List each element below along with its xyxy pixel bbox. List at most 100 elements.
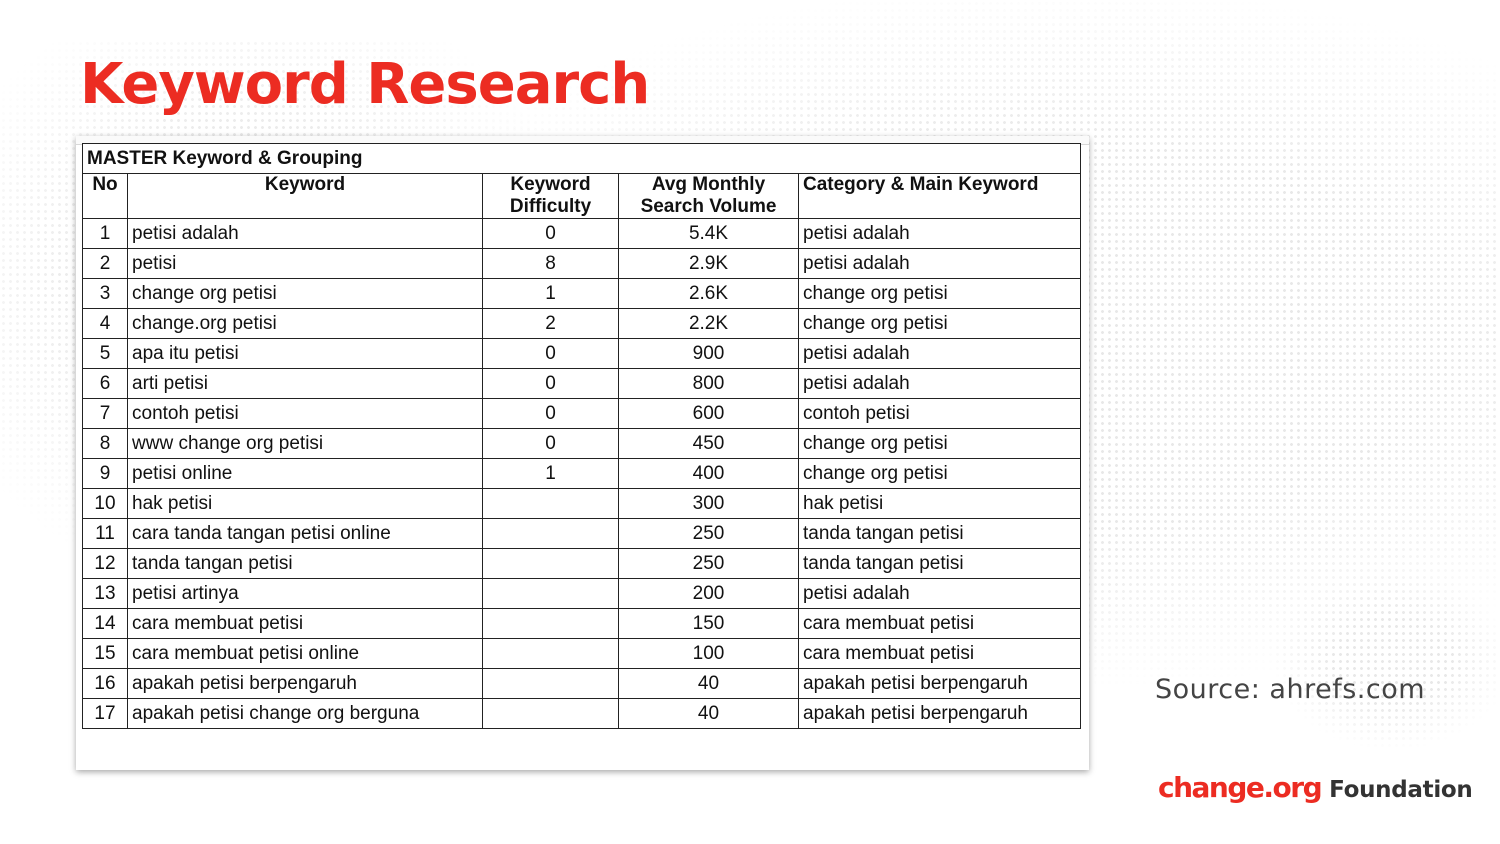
cell-no: 15 [82,638,128,669]
cell-no: 2 [82,248,128,279]
cell-keyword: change org petisi [127,278,483,309]
world-map-background-australia [1260,560,1500,760]
cell-volume: 150 [618,608,799,639]
cell-difficulty [482,638,619,669]
cell-volume: 5.4K [618,218,799,249]
cell-difficulty: 2 [482,308,619,339]
cell-no: 9 [82,458,128,489]
cell-keyword: cara membuat petisi [127,608,483,639]
table-row: 1 petisi adalah 0 5.4K petisi adalah [82,218,1081,249]
cell-category: tanda tangan petisi [798,548,1081,579]
table-row: 3 change org petisi 1 2.6K change org petisi [82,278,1081,309]
cell-volume: 250 [618,548,799,579]
cell-no: 1 [82,218,128,249]
brand-logo: change.org Foundation [1158,771,1473,804]
table-row: 4 change.org petisi 2 2.2K change org petisi [82,308,1081,339]
table-row: 17 apakah petisi change org berguna 40 apak… [82,698,1081,729]
cell-difficulty: 1 [482,278,619,309]
table-row: 8 www change org petisi 0 450 change org pet… [82,428,1081,459]
cell-no: 4 [82,308,128,339]
cell-no: 6 [82,368,128,399]
cell-category: petisi adalah [798,338,1081,369]
table-row: 13 petisi artinya 200 petisi adalah [82,578,1081,609]
table-body: 1 petisi adalah 0 5.4K petisi adalah 2 petisi 8… [82,218,1081,729]
cell-volume: 300 [618,488,799,519]
header-difficulty: Keyword Difficulty [482,173,619,219]
cell-difficulty [482,698,619,729]
cell-category: cara membuat petisi [798,608,1081,639]
cell-keyword: contoh petisi [127,398,483,429]
cell-volume: 600 [618,398,799,429]
cell-category: tanda tangan petisi [798,518,1081,549]
cell-difficulty: 8 [482,248,619,279]
source-note: Source: ahrefs.com [1155,674,1426,705]
cell-category: change org petisi [798,458,1081,489]
header-category: Category & Main Keyword [798,173,1081,219]
cell-keyword: www change org petisi [127,428,483,459]
logo-foundation: Foundation [1329,777,1473,803]
cell-category: petisi adalah [798,218,1081,249]
cell-volume: 900 [618,338,799,369]
header-volume-line1: Avg Monthly [651,174,766,196]
cell-difficulty [482,518,619,549]
cell-keyword: arti petisi [127,368,483,399]
cell-volume: 250 [618,518,799,549]
cell-difficulty [482,488,619,519]
cell-difficulty [482,608,619,639]
cell-keyword: tanda tangan petisi [127,548,483,579]
table-row: 10 hak petisi 300 hak petisi [82,488,1081,519]
cell-no: 10 [82,488,128,519]
cell-difficulty: 0 [482,338,619,369]
cell-category: petisi adalah [798,578,1081,609]
cell-difficulty [482,578,619,609]
cell-keyword: cara membuat petisi online [127,638,483,669]
cell-keyword: petisi artinya [127,578,483,609]
spreadsheet-screenshot: MASTER Keyword & Grouping No Keyword Key… [76,136,1089,770]
cell-keyword: petisi online [127,458,483,489]
cell-volume: 400 [618,458,799,489]
table-row: 14 cara membuat petisi 150 cara membuat pet… [82,608,1081,639]
cell-keyword: apakah petisi berpengaruh [127,668,483,699]
keyword-table: MASTER Keyword & Grouping No Keyword Key… [82,143,1081,729]
table-row: 16 apakah petisi berpengaruh 40 apakah peti… [82,668,1081,699]
table-row: 11 cara tanda tangan petisi online 250 tand… [82,518,1081,549]
table-row: 6 arti petisi 0 800 petisi adalah [82,368,1081,399]
cell-volume: 40 [618,668,799,699]
table-header-row: No Keyword Keyword Difficulty Avg Monthl… [82,173,1081,219]
cell-no: 11 [82,518,128,549]
cell-category: apakah petisi berpengaruh [798,668,1081,699]
cell-volume: 2.2K [618,308,799,339]
cell-volume: 450 [618,428,799,459]
header-volume-line2: Search Volume [640,196,777,217]
cell-volume: 40 [618,698,799,729]
cell-no: 3 [82,278,128,309]
table-row: 2 petisi 8 2.9K petisi adalah [82,248,1081,279]
cell-no: 8 [82,428,128,459]
table-row: 15 cara membuat petisi online 100 cara memb… [82,638,1081,669]
table-row: 5 apa itu petisi 0 900 petisi adalah [82,338,1081,369]
cell-keyword: hak petisi [127,488,483,519]
cell-category: change org petisi [798,278,1081,309]
logo-wordmark: change.org [1158,771,1323,804]
cell-no: 12 [82,548,128,579]
cell-difficulty: 0 [482,218,619,249]
cell-volume: 100 [618,638,799,669]
table-row: 7 contoh petisi 0 600 contoh petisi [82,398,1081,429]
table-row: 9 petisi online 1 400 change org petisi [82,458,1081,489]
cell-keyword: cara tanda tangan petisi online [127,518,483,549]
cell-keyword: apakah petisi change org berguna [127,698,483,729]
cell-volume: 2.9K [618,248,799,279]
cell-no: 7 [82,398,128,429]
cell-no: 14 [82,608,128,639]
cell-difficulty [482,548,619,579]
header-no: No [82,173,128,219]
cell-category: change org petisi [798,308,1081,339]
cell-keyword: apa itu petisi [127,338,483,369]
cell-difficulty: 0 [482,398,619,429]
cell-difficulty: 1 [482,458,619,489]
cell-volume: 200 [618,578,799,609]
table-row: 12 tanda tangan petisi 250 tanda tangan pet… [82,548,1081,579]
cell-no: 13 [82,578,128,609]
header-difficulty-line2: Difficulty [509,196,592,217]
cell-keyword: petisi adalah [127,218,483,249]
